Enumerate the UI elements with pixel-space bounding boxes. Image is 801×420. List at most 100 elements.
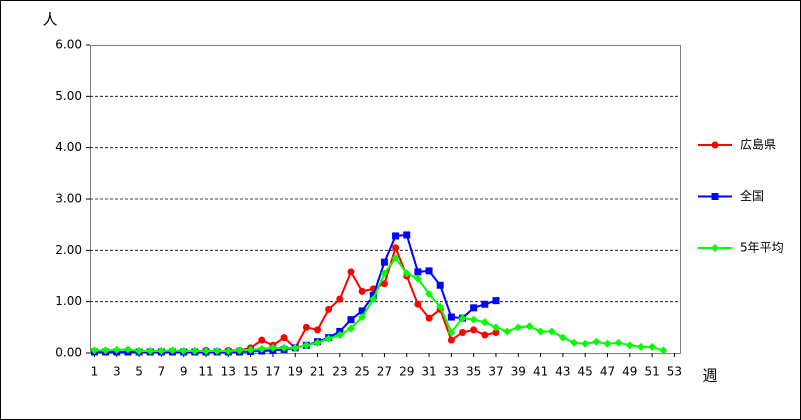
marker [470, 304, 478, 312]
marker [369, 295, 378, 304]
x-tick-label: 49 [622, 365, 637, 379]
x-tick-label: 5 [135, 365, 143, 379]
marker [392, 244, 400, 252]
x-tick-label: 17 [265, 365, 280, 379]
x-tick-label: 37 [488, 365, 503, 379]
marker [324, 334, 333, 343]
marker [380, 280, 388, 288]
marker [469, 315, 478, 324]
marker [179, 346, 188, 355]
x-tick-label: 21 [310, 365, 325, 379]
marker [123, 345, 132, 354]
marker [157, 346, 166, 355]
marker [558, 333, 567, 342]
marker [358, 307, 366, 315]
marker [625, 341, 634, 350]
marker [146, 346, 155, 355]
x-tick-label: 27 [377, 365, 392, 379]
x-tick-label: 45 [578, 365, 593, 379]
marker [403, 231, 411, 239]
y-tick-label: 2.00 [55, 243, 82, 257]
marker [302, 323, 310, 331]
marker [603, 339, 612, 348]
legend-label: 広島県 [740, 137, 776, 152]
marker [470, 326, 478, 334]
x-tick-label: 31 [421, 365, 436, 379]
y-tick-label: 4.00 [55, 140, 82, 154]
x-tick-label: 13 [221, 365, 236, 379]
marker [414, 300, 422, 308]
marker [459, 328, 467, 336]
marker [335, 331, 344, 340]
marker [503, 327, 512, 336]
y-axis-label: 人 [42, 11, 57, 29]
marker [135, 346, 144, 355]
x-tick-label: 9 [180, 365, 188, 379]
marker [413, 274, 422, 283]
marker [402, 269, 411, 278]
marker [257, 344, 266, 353]
marker [659, 346, 668, 355]
marker [280, 343, 289, 352]
marker [648, 342, 657, 351]
y-tick-label: 0.00 [55, 346, 82, 360]
marker [447, 336, 455, 344]
x-tick-label: 29 [399, 365, 414, 379]
x-tick-label: 33 [444, 365, 459, 379]
marker [436, 281, 444, 289]
x-tick-label: 39 [511, 365, 526, 379]
y-tick-label: 6.00 [55, 38, 82, 52]
marker [447, 328, 456, 337]
marker [581, 339, 590, 348]
x-tick-label: 41 [533, 365, 548, 379]
legend-marker [711, 193, 719, 200]
x-tick-label: 11 [198, 365, 213, 379]
marker [213, 346, 222, 355]
marker [314, 326, 322, 334]
y-tick-label: 3.00 [55, 192, 82, 206]
marker [313, 338, 322, 347]
x-axis-label: 週 [702, 367, 717, 385]
marker [168, 346, 177, 355]
marker [325, 305, 333, 313]
legend-marker [711, 141, 719, 149]
legend-label: 5年平均 [740, 241, 784, 255]
y-tick-label: 5.00 [55, 89, 82, 103]
marker [492, 328, 500, 336]
marker [380, 258, 388, 266]
marker [190, 346, 199, 355]
marker [436, 302, 445, 311]
marker [358, 287, 366, 295]
marker [425, 314, 433, 322]
marker [380, 269, 389, 278]
marker [425, 289, 434, 298]
marker [481, 331, 489, 339]
x-tick-label: 19 [288, 365, 303, 379]
marker [525, 322, 534, 331]
marker [414, 268, 422, 276]
marker [201, 346, 210, 355]
marker [90, 346, 99, 355]
marker [235, 346, 244, 355]
marker [302, 341, 311, 350]
marker [514, 323, 523, 332]
marker [224, 346, 233, 355]
marker [291, 343, 300, 352]
marker [425, 267, 433, 275]
marker [246, 345, 255, 354]
marker [547, 327, 556, 336]
marker [447, 313, 455, 321]
marker [392, 232, 400, 240]
marker [112, 345, 121, 354]
series-line [94, 256, 664, 352]
marker [101, 346, 110, 355]
marker [570, 338, 579, 347]
x-tick-label: 15 [243, 365, 258, 379]
x-tick-label: 25 [354, 365, 369, 379]
marker [491, 323, 500, 332]
x-tick-label: 1 [91, 365, 99, 379]
marker [492, 297, 500, 305]
legend-marker [711, 244, 719, 252]
y-tick-label: 1.00 [55, 294, 82, 308]
